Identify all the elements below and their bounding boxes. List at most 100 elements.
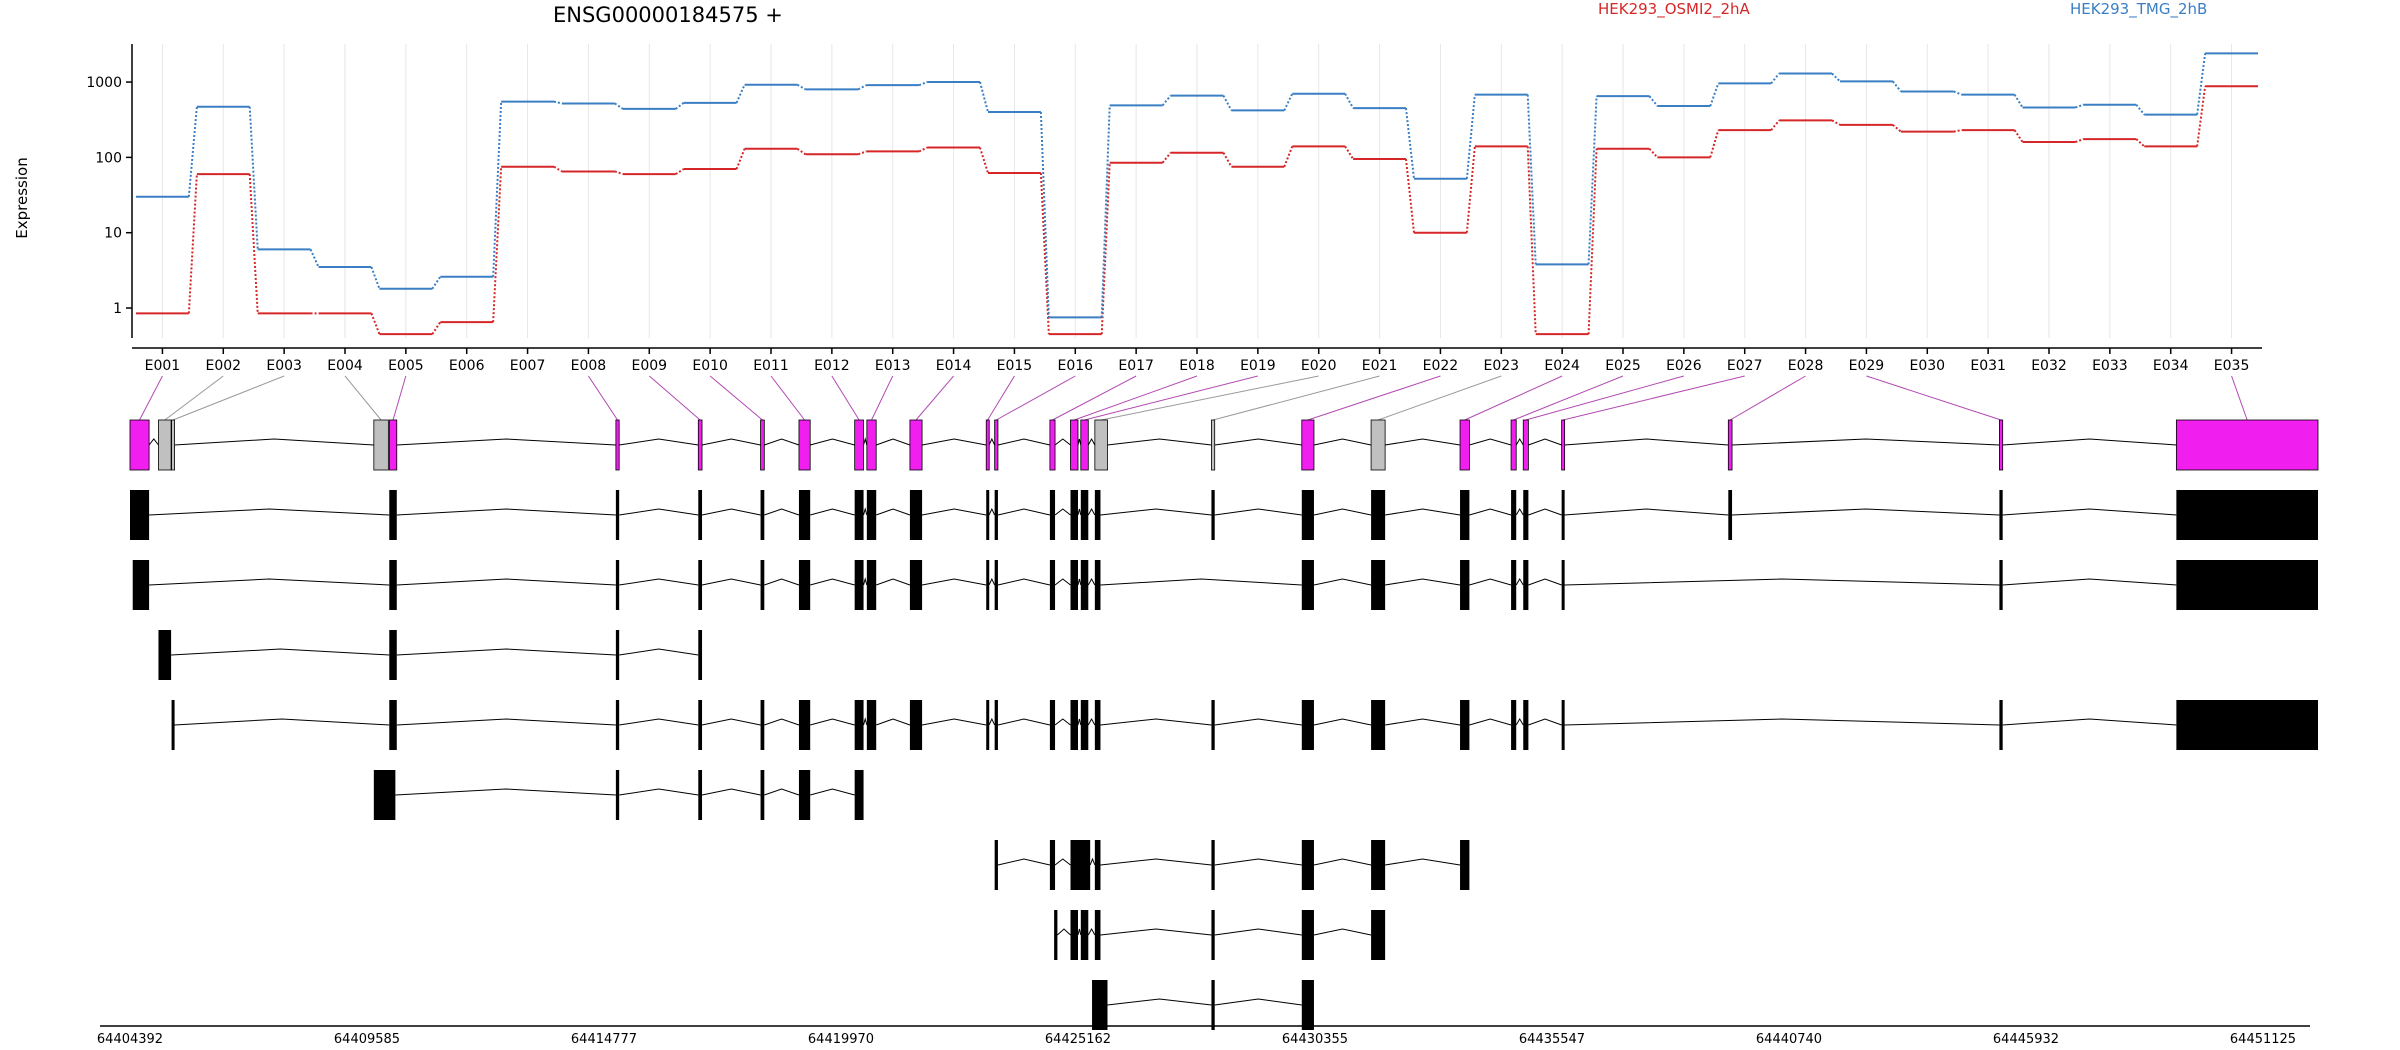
coordinate-tick-label: 64419970 — [808, 1032, 874, 1047]
coordinate-tick-label: 64440740 — [1756, 1032, 1822, 1047]
vertical-grid — [161, 44, 2233, 338]
transcript-exon — [986, 560, 990, 610]
transcript-exon — [1070, 560, 1078, 610]
series-connector — [1465, 94, 1476, 179]
legend-entry-tmg: HEK293_TMG_2hB — [2070, 0, 2207, 19]
intron-line — [921, 718, 987, 726]
transcript-exon — [1049, 560, 1056, 610]
intron-line — [701, 718, 761, 726]
gene-model-exon — [798, 419, 811, 471]
exon-label: E035 — [2214, 358, 2250, 374]
series-connector — [2013, 129, 2024, 143]
series-connector — [1222, 95, 1233, 111]
gene-model-exon — [1370, 419, 1386, 471]
transcript-exon — [1371, 560, 1386, 610]
intron-line — [1077, 438, 1082, 446]
intron-line — [1313, 438, 1372, 446]
exon-connector — [1377, 375, 1502, 421]
series-connector — [2075, 138, 2084, 143]
transcript-exon — [1460, 560, 1470, 610]
intron-line — [1100, 928, 1212, 936]
intron-line — [1054, 578, 1071, 586]
intron-line — [1087, 507, 1096, 516]
exon-connector — [164, 375, 224, 421]
exon-connector — [831, 375, 860, 421]
series-connector — [796, 83, 806, 91]
gene-model-exon — [866, 419, 877, 471]
intron-line — [1077, 718, 1082, 726]
series-connector — [1770, 72, 1780, 85]
series-connector — [1100, 162, 1111, 335]
intron-line — [2002, 508, 2177, 516]
gene-model-exon — [615, 419, 620, 471]
transcript-exon — [1460, 840, 1470, 890]
intron-line — [1087, 717, 1096, 726]
transcript-exon — [1070, 700, 1078, 750]
series-connector — [2135, 138, 2145, 148]
transcript — [994, 840, 1470, 890]
series-connector — [1283, 93, 1294, 111]
transcript-exon — [1094, 840, 1101, 890]
transcript-exon — [171, 700, 175, 750]
exon-label: E015 — [997, 358, 1033, 374]
intron-line — [1087, 577, 1096, 586]
series-connector — [1892, 124, 1902, 133]
series-connector — [1161, 95, 1172, 107]
transcript-exon — [389, 490, 397, 540]
intron-line — [863, 717, 868, 726]
transcript-exon — [1511, 560, 1517, 610]
transcript-exon — [994, 490, 998, 540]
gene-model-exon — [373, 419, 389, 471]
transcript-exon — [698, 700, 703, 750]
gene-model-exon — [388, 419, 398, 471]
exon-label: E008 — [571, 358, 607, 374]
exon-connector — [2231, 375, 2248, 421]
y-axis-label: Expression — [13, 157, 31, 238]
intron-line — [1077, 508, 1082, 516]
series-connector — [553, 100, 563, 105]
coordinate-tick-label: 64430355 — [1282, 1032, 1348, 1047]
intron-line — [619, 578, 699, 586]
intron-line — [1469, 508, 1512, 516]
intron-line — [1469, 438, 1512, 446]
intron-line — [1469, 578, 1512, 586]
intron-line — [1564, 438, 1729, 446]
transcript-exon — [1049, 840, 1056, 890]
exon-label: E020 — [1301, 358, 1337, 374]
transcript-exon — [994, 840, 998, 890]
transcript-exon — [1523, 490, 1529, 540]
transcript-exon — [1999, 700, 2003, 750]
intron-line — [1528, 718, 1562, 726]
intron-line — [1564, 718, 2000, 726]
intron-line — [764, 578, 800, 586]
gene-model-exon — [985, 419, 990, 471]
exon-label: E029 — [1849, 358, 1885, 374]
intron-line — [701, 788, 761, 796]
transcript — [130, 490, 2318, 540]
exon-label: E016 — [1057, 358, 1093, 374]
exon-connector — [139, 375, 163, 421]
gene-model-exon — [909, 419, 923, 471]
series-connector — [431, 321, 442, 335]
series-connector — [918, 146, 928, 153]
transcript-exon — [1094, 700, 1101, 750]
exon-label: E006 — [449, 358, 485, 374]
intron-line — [171, 648, 390, 656]
transcript-exon — [1080, 700, 1089, 750]
exon-label: E033 — [2092, 358, 2128, 374]
transcript-exon — [130, 490, 150, 540]
transcript-exon — [698, 490, 703, 540]
transcript-exon — [615, 700, 620, 750]
intron-line — [619, 438, 699, 446]
exon-connector — [1307, 375, 1441, 421]
exon-connector — [1052, 375, 1137, 421]
transcript-exon — [1728, 490, 1733, 540]
intron-line — [1515, 438, 1524, 446]
intron-line — [997, 858, 1051, 866]
exon-connector — [1729, 375, 1806, 421]
exon-label: E022 — [1423, 358, 1459, 374]
intron-line — [1515, 508, 1524, 516]
intron-line — [1214, 508, 1302, 516]
transcript-exon — [1094, 560, 1101, 610]
intron-line — [1107, 998, 1212, 1006]
